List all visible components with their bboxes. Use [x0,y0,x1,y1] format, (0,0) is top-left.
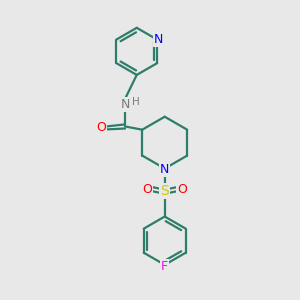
Text: H: H [132,97,140,107]
Text: O: O [97,122,106,134]
Text: N: N [154,33,163,46]
Text: F: F [161,260,168,273]
Text: O: O [178,183,187,196]
Text: S: S [160,184,169,198]
Text: O: O [142,183,152,196]
Text: N: N [160,163,169,176]
Text: N: N [120,98,130,111]
